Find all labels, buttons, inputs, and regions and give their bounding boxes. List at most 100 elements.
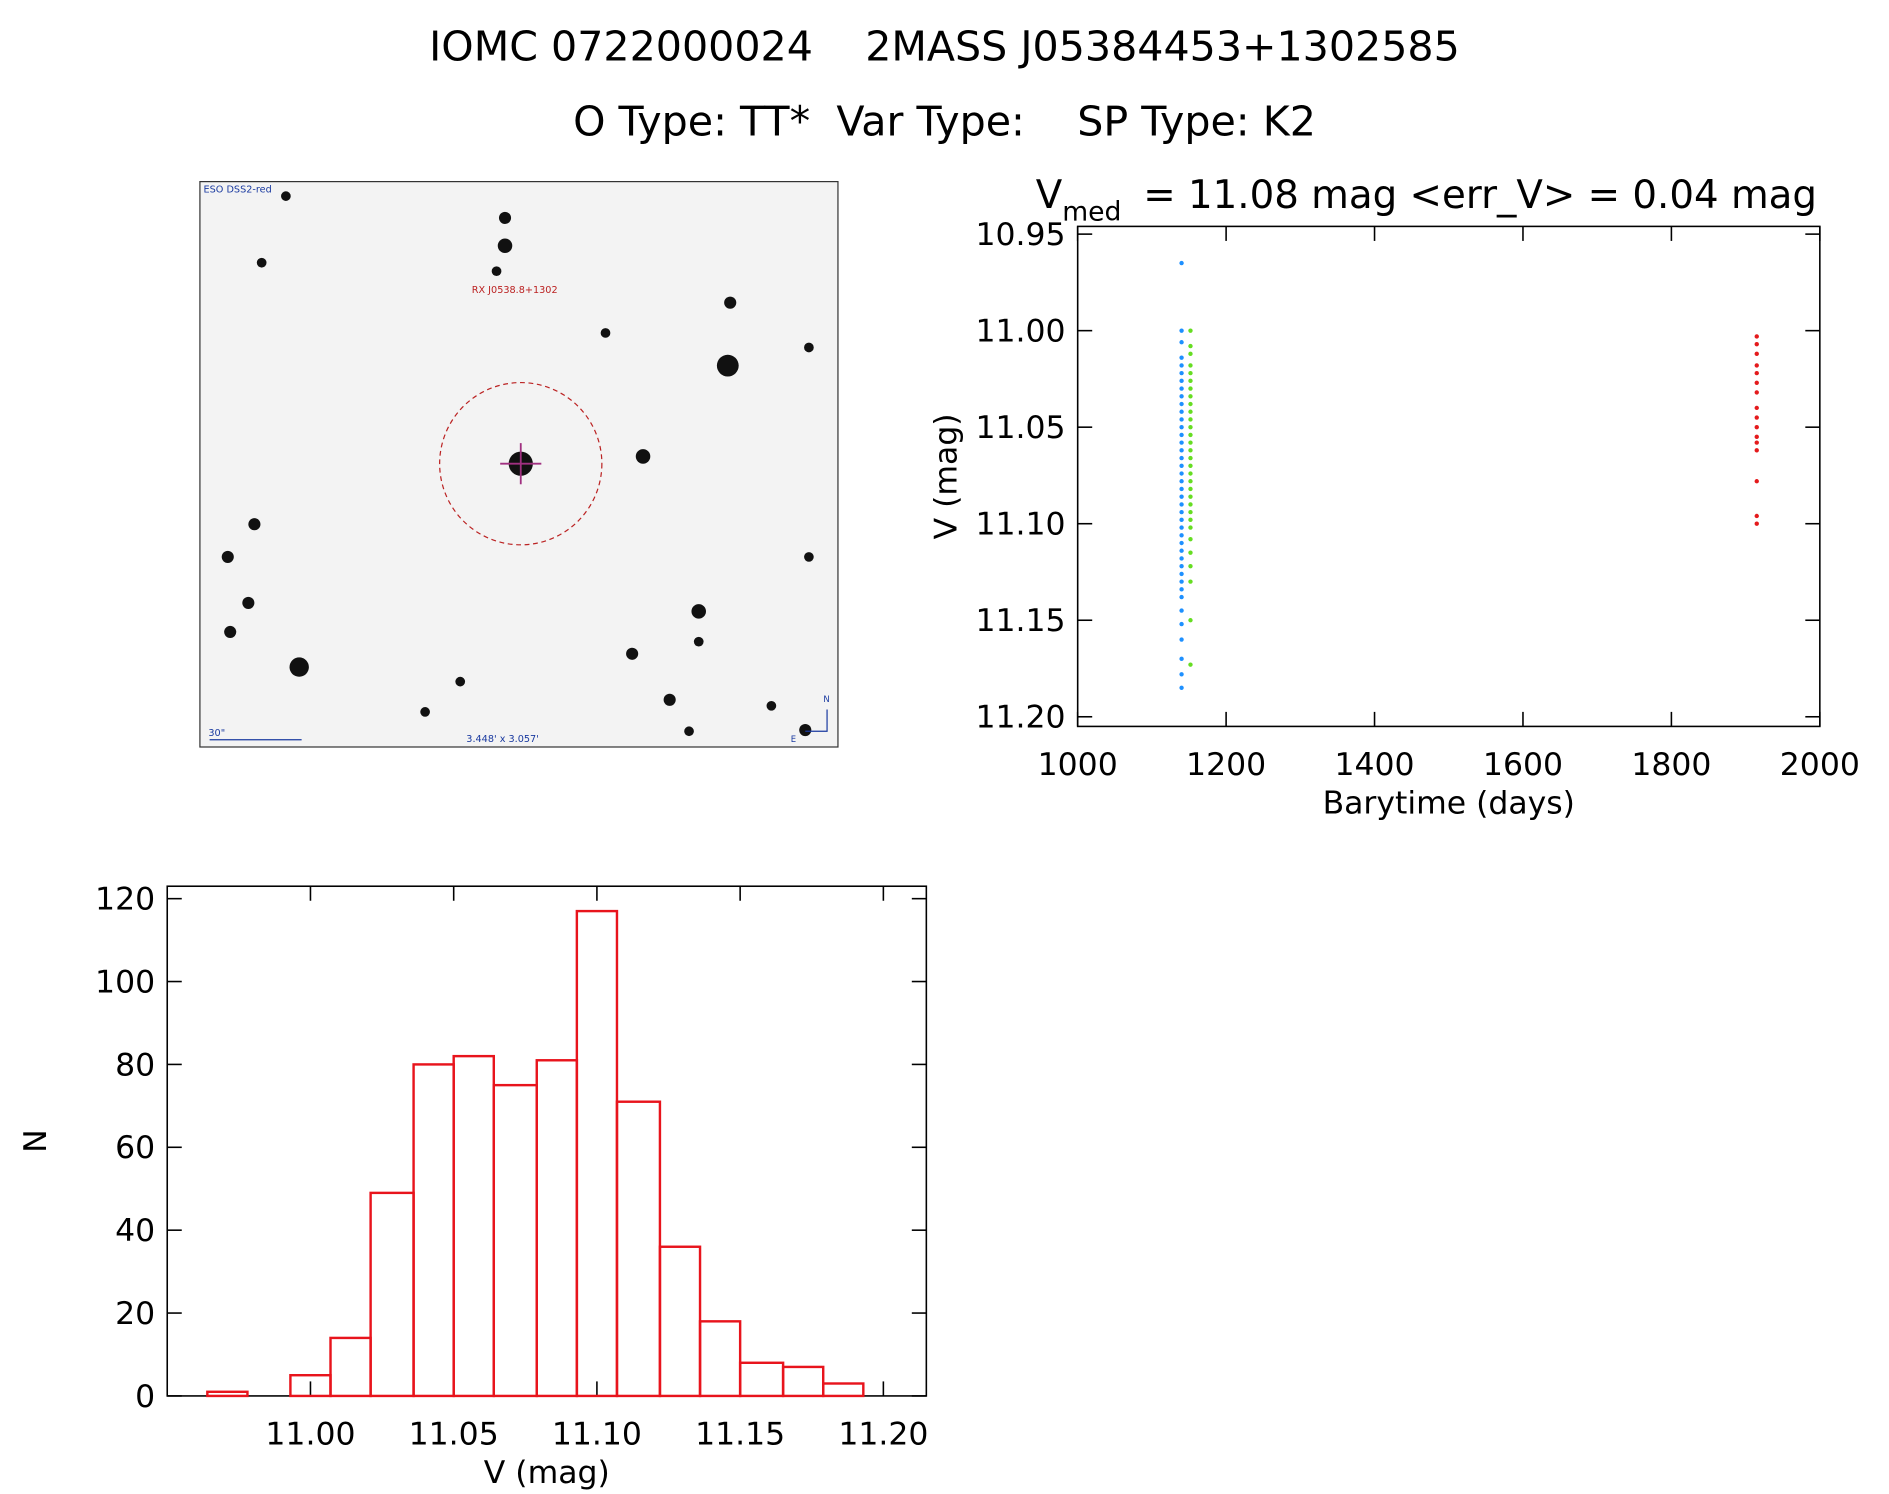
x-tick-label: 1800 [1631,747,1711,783]
y-tick-label: 11.20 [975,700,1065,736]
data-point [1179,533,1184,538]
data-point [1188,409,1193,414]
data-point [1179,579,1184,584]
image-north: N [823,694,829,704]
data-point [1179,425,1184,430]
histogram-bar [369,1191,415,1398]
data-point [1188,502,1193,507]
data-point [1179,656,1184,662]
data-point [1188,425,1193,430]
data-point [1188,536,1193,542]
title-symbol: V [1036,173,1063,218]
data-point [1179,463,1184,468]
data-point [1754,434,1759,440]
data-point [1179,564,1184,569]
data-point [1188,471,1193,476]
header-line2: O Type: TT* Var Type: SP Type: K2 [573,98,1316,146]
sky-image: ESO DSS2-red RX J0538.8+1302 30" 3.448' … [199,180,839,748]
histogram-bar [206,1390,249,1398]
data-point [1179,448,1184,453]
y-tick-label: 120 [95,882,155,918]
histogram-bar [615,1100,662,1398]
data-point [1754,405,1759,411]
data-point [1188,401,1193,407]
data-point [1754,415,1759,420]
data-point [1179,594,1184,600]
x-tick-label: 1000 [1038,747,1118,783]
data-point [1188,486,1193,492]
x-axis-label: Barytime (days) [1323,786,1575,822]
title-rest: = 11.08 mag <err_V> = 0.04 mag [1143,173,1817,218]
data-point [1188,479,1193,484]
data-point [1179,517,1184,523]
image-size: 3.448' x 3.057' [466,734,539,745]
plot-frame [1076,225,1821,728]
data-point [1179,502,1184,507]
data-point [1179,328,1184,333]
data-point [1188,463,1193,468]
x-tick-label: 11.00 [265,1416,355,1452]
data-point [1179,355,1184,360]
data-point [1188,509,1193,515]
histogram-bar [535,1059,579,1398]
data-point [1754,351,1759,356]
data-point [1188,662,1193,667]
data-point [1754,425,1759,430]
y-tick-label: 11.15 [975,603,1065,639]
data-point [1179,556,1184,561]
data-point [1179,340,1184,345]
stars [221,191,814,737]
data-point [1754,448,1759,453]
data-point [1754,334,1759,339]
data-point [1754,513,1759,519]
x-tick-label: 1600 [1483,747,1563,783]
data-point [1179,378,1184,384]
data-point [1754,370,1759,376]
data-point [1188,448,1193,453]
y-tick-label: 0 [135,1379,155,1415]
x-axis-label: V (mag) [484,1455,610,1491]
data-point [1179,409,1184,414]
data-point [1179,432,1184,438]
data-point [1188,494,1193,499]
data-point [1188,432,1193,438]
y-tick-label: 11.05 [975,410,1065,446]
data-point [1179,587,1184,592]
data-point [1179,571,1184,577]
y-tick-label: 11.10 [975,507,1065,543]
data-point [1179,401,1184,407]
y-tick-label: 20 [115,1296,155,1332]
data-point [1179,455,1184,461]
histogram-bar [329,1336,372,1398]
data-point [1754,363,1759,368]
data-point [1179,417,1184,422]
plot-frame [166,885,928,1397]
data-point [1179,525,1184,530]
data-point [1179,540,1184,546]
y-axis-label: V (mag) [929,413,965,539]
data-point [1188,328,1193,333]
data-point [1179,440,1184,445]
data-point [1188,343,1193,349]
data-point [1188,351,1193,356]
data-point [1179,608,1184,613]
data-point [1179,363,1184,368]
x-tick-label: 11.20 [838,1416,928,1452]
data-point [1179,486,1184,492]
y-tick-label: 80 [115,1047,155,1083]
image-east: E [791,734,796,744]
data-point [1754,390,1759,395]
image-survey: ESO DSS2-red [204,185,272,196]
x-tick-label: 1400 [1334,747,1414,783]
y-tick-label: 11.00 [975,314,1065,350]
histogram-bar [658,1245,702,1398]
y-tick-label: 60 [115,1130,155,1166]
data-point [1188,363,1193,368]
histogram-bar [781,1365,825,1398]
x-tick-label: 11.15 [695,1416,785,1452]
data-point [1188,394,1193,399]
data-point [1179,621,1184,627]
data-point [1754,341,1759,347]
data-point [1188,378,1193,384]
data-point [1188,386,1193,391]
